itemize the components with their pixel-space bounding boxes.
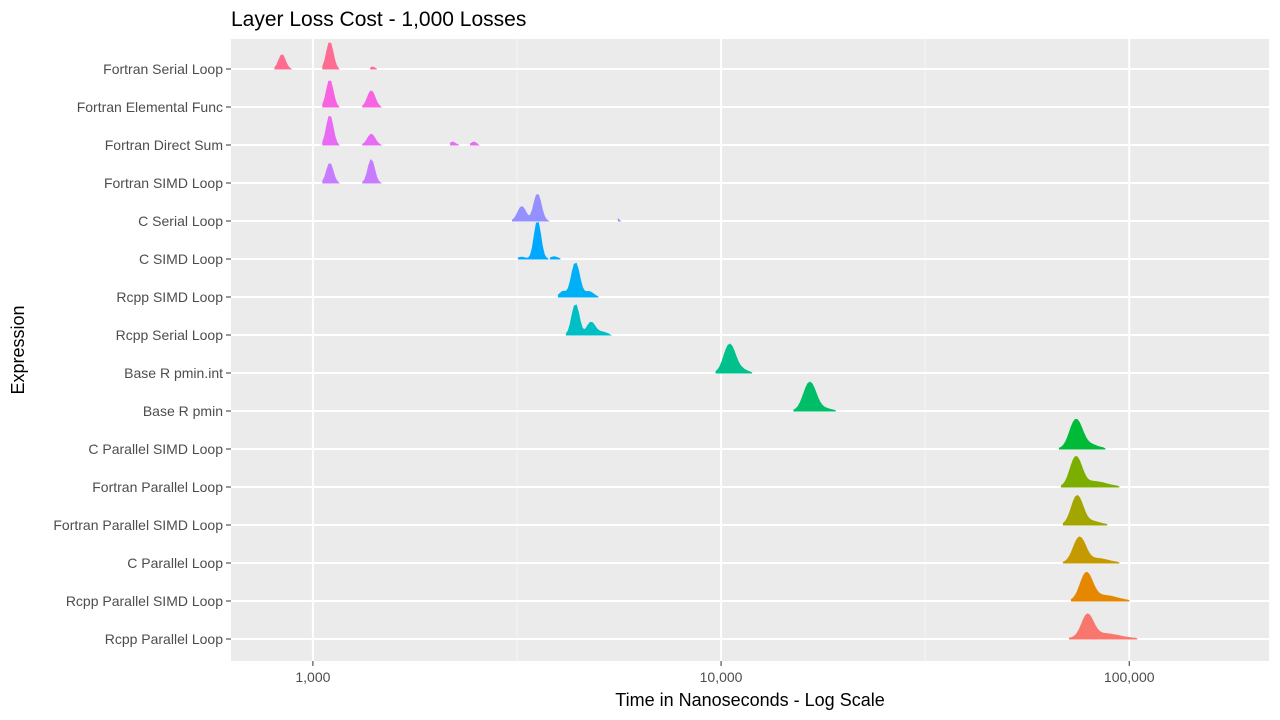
density-ridge — [1070, 571, 1130, 602]
x-axis-title: Time in Nanoseconds - Log Scale — [615, 690, 884, 710]
density-ridges — [274, 42, 1138, 640]
y-category-label: Rcpp Parallel SIMD Loop — [66, 593, 223, 609]
y-category-label: Fortran SIMD Loop — [104, 175, 223, 191]
density-ridge — [517, 222, 561, 260]
density-ridge — [1068, 613, 1138, 640]
y-category-label: Fortran Parallel Loop — [92, 479, 223, 495]
density-ridge — [1060, 456, 1120, 488]
plot-panel — [231, 39, 1269, 661]
density-ridge — [322, 116, 480, 146]
minor-gridlines — [516, 39, 926, 661]
x-tick-label: 1,000 — [295, 669, 330, 685]
y-category-label: C Parallel Loop — [127, 555, 223, 571]
density-ridge — [322, 159, 383, 184]
y-category-label: Base R pmin.int — [124, 365, 223, 381]
x-tick-label: 100,000 — [1104, 669, 1155, 685]
x-tick-label: 10,000 — [700, 669, 743, 685]
y-axis: Fortran Serial Loop Fortran Elemental Fun… — [53, 61, 231, 647]
y-category-label: Rcpp SIMD Loop — [116, 289, 223, 305]
density-ridge — [1062, 494, 1108, 526]
density-ridge — [512, 194, 622, 222]
x-axis: 1,000 10,000 100,000 — [295, 661, 1155, 685]
y-category-label: C Serial Loop — [138, 213, 223, 229]
y-category-label: Fortran Parallel SIMD Loop — [53, 517, 223, 533]
density-ridge — [557, 262, 599, 298]
y-category-label: Fortran Direct Sum — [105, 137, 223, 153]
y-category-label: Fortran Serial Loop — [103, 61, 223, 77]
chart-title: Layer Loss Cost - 1,000 Losses — [231, 8, 526, 31]
density-ridge — [565, 304, 613, 336]
y-category-label: Rcpp Parallel Loop — [105, 631, 224, 647]
density-ridge — [715, 343, 753, 374]
density-ridge — [1062, 536, 1120, 564]
density-ridge — [274, 42, 377, 70]
y-category-label: Rcpp Serial Loop — [116, 327, 224, 343]
density-ridge — [322, 80, 382, 108]
y-category-label: C SIMD Loop — [139, 251, 223, 267]
density-ridge — [793, 381, 836, 412]
y-category-label: C Parallel SIMD Loop — [88, 441, 223, 457]
y-category-label: Fortran Elemental Func — [77, 99, 223, 115]
density-ridge — [1058, 418, 1106, 450]
y-category-label: Base R pmin — [143, 403, 223, 419]
y-axis-title: Expression — [8, 305, 28, 394]
